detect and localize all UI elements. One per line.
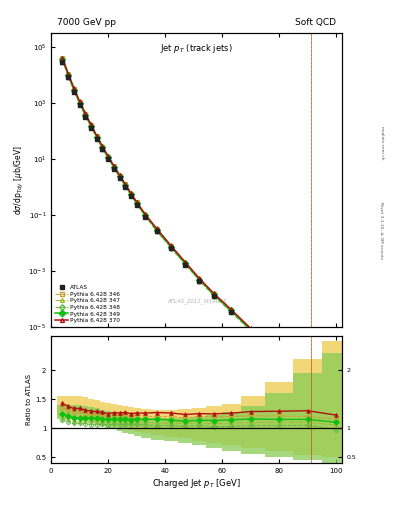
Y-axis label: d$\sigma$/dp$_{Tdy}$ [$\mu$b/GeV]: d$\sigma$/dp$_{Tdy}$ [$\mu$b/GeV] xyxy=(13,145,26,215)
Text: Soft QCD: Soft QCD xyxy=(295,18,336,28)
Text: mcplots.cern.ch: mcplots.cern.ch xyxy=(379,126,383,161)
Y-axis label: Ratio to ATLAS: Ratio to ATLAS xyxy=(26,374,32,425)
Text: Jet $p_T$ (track jets): Jet $p_T$ (track jets) xyxy=(160,42,233,55)
Text: 7000 GeV pp: 7000 GeV pp xyxy=(57,18,116,28)
Legend: ATLAS, Pythia 6.428 346, Pythia 6.428 347, Pythia 6.428 348, Pythia 6.428 349, P: ATLAS, Pythia 6.428 346, Pythia 6.428 34… xyxy=(54,284,121,324)
X-axis label: Charged Jet $p_T$ [GeV]: Charged Jet $p_T$ [GeV] xyxy=(152,477,241,490)
Text: Rivet 3.1.10, ≥ 3M events: Rivet 3.1.10, ≥ 3M events xyxy=(379,202,383,259)
Text: ATLAS_2011_I919017: ATLAS_2011_I919017 xyxy=(167,298,226,304)
